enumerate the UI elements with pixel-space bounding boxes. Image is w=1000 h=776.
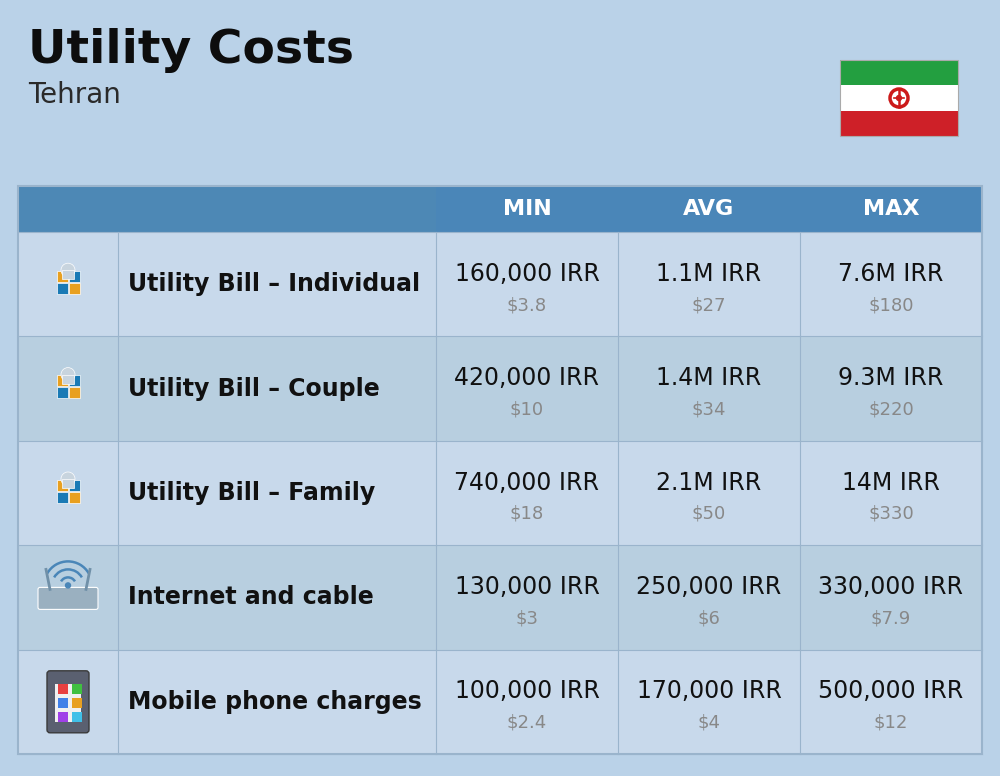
Bar — [69, 491, 80, 503]
Text: $3.8: $3.8 — [507, 296, 547, 314]
Text: 250,000 IRR: 250,000 IRR — [636, 575, 782, 599]
Text: 500,000 IRR: 500,000 IRR — [818, 679, 964, 703]
Text: $34: $34 — [692, 400, 726, 418]
Text: Mobile phone charges: Mobile phone charges — [128, 690, 422, 714]
FancyBboxPatch shape — [38, 587, 98, 609]
Bar — [18, 186, 982, 754]
Bar — [62, 270, 74, 279]
Text: 9.3M IRR: 9.3M IRR — [838, 366, 944, 390]
Bar — [62, 375, 74, 383]
Bar — [18, 546, 982, 650]
Text: Utility Bill – Family: Utility Bill – Family — [128, 481, 375, 505]
Bar — [72, 684, 82, 694]
Text: 740,000 IRR: 740,000 IRR — [454, 470, 600, 494]
Bar — [69, 282, 80, 293]
Text: $3: $3 — [516, 609, 538, 627]
Bar — [55, 684, 81, 722]
Circle shape — [61, 368, 75, 382]
Circle shape — [61, 472, 75, 486]
Bar — [18, 650, 982, 754]
Text: $50: $50 — [692, 505, 726, 523]
Bar — [57, 491, 68, 503]
Bar — [840, 85, 958, 111]
Bar — [58, 684, 68, 694]
Bar — [57, 480, 68, 490]
Bar — [436, 186, 618, 232]
Text: Utility Costs: Utility Costs — [28, 28, 354, 73]
Bar — [18, 232, 982, 337]
Text: $2.4: $2.4 — [507, 714, 547, 732]
Bar — [840, 111, 958, 136]
Text: 170,000 IRR: 170,000 IRR — [637, 679, 781, 703]
Bar — [69, 480, 80, 490]
Text: 420,000 IRR: 420,000 IRR — [454, 366, 600, 390]
Text: $220: $220 — [868, 400, 914, 418]
Text: 2.1M IRR: 2.1M IRR — [656, 470, 762, 494]
Text: $12: $12 — [874, 714, 908, 732]
Text: Utility Bill – Individual: Utility Bill – Individual — [128, 272, 420, 296]
Text: 1.1M IRR: 1.1M IRR — [656, 262, 762, 286]
Text: MAX: MAX — [863, 199, 919, 219]
Bar — [69, 387, 80, 398]
Bar — [57, 375, 68, 386]
Bar — [57, 282, 68, 293]
Bar — [800, 186, 982, 232]
Text: 1.4M IRR: 1.4M IRR — [656, 366, 762, 390]
Bar — [57, 387, 68, 398]
Bar — [58, 712, 68, 722]
Circle shape — [61, 263, 75, 277]
Bar — [69, 375, 80, 386]
Text: 7.6M IRR: 7.6M IRR — [838, 262, 944, 286]
Text: $27: $27 — [692, 296, 726, 314]
Bar — [72, 698, 82, 708]
Bar — [840, 60, 958, 136]
Text: $180: $180 — [868, 296, 914, 314]
Text: $6: $6 — [698, 609, 720, 627]
Bar — [69, 271, 80, 282]
FancyBboxPatch shape — [47, 670, 89, 733]
Circle shape — [66, 583, 70, 588]
Bar — [18, 186, 436, 232]
Text: Internet and cable: Internet and cable — [128, 585, 374, 609]
Text: 130,000 IRR: 130,000 IRR — [455, 575, 599, 599]
Text: $330: $330 — [868, 505, 914, 523]
Text: Tehran: Tehran — [28, 81, 121, 109]
Text: 100,000 IRR: 100,000 IRR — [455, 679, 599, 703]
Bar — [840, 60, 958, 85]
Text: 160,000 IRR: 160,000 IRR — [455, 262, 599, 286]
Bar — [618, 186, 800, 232]
Bar — [57, 271, 68, 282]
Bar — [18, 337, 982, 441]
Text: $18: $18 — [510, 505, 544, 523]
Text: $4: $4 — [698, 714, 720, 732]
Circle shape — [896, 95, 902, 101]
Text: AVG: AVG — [683, 199, 735, 219]
Text: 14M IRR: 14M IRR — [842, 470, 940, 494]
Text: $7.9: $7.9 — [871, 609, 911, 627]
Bar — [72, 712, 82, 722]
Bar — [62, 479, 74, 488]
Bar — [18, 441, 982, 546]
Text: 330,000 IRR: 330,000 IRR — [818, 575, 964, 599]
Text: $10: $10 — [510, 400, 544, 418]
Text: Utility Bill – Couple: Utility Bill – Couple — [128, 376, 380, 400]
Bar — [58, 698, 68, 708]
Text: MIN: MIN — [503, 199, 551, 219]
